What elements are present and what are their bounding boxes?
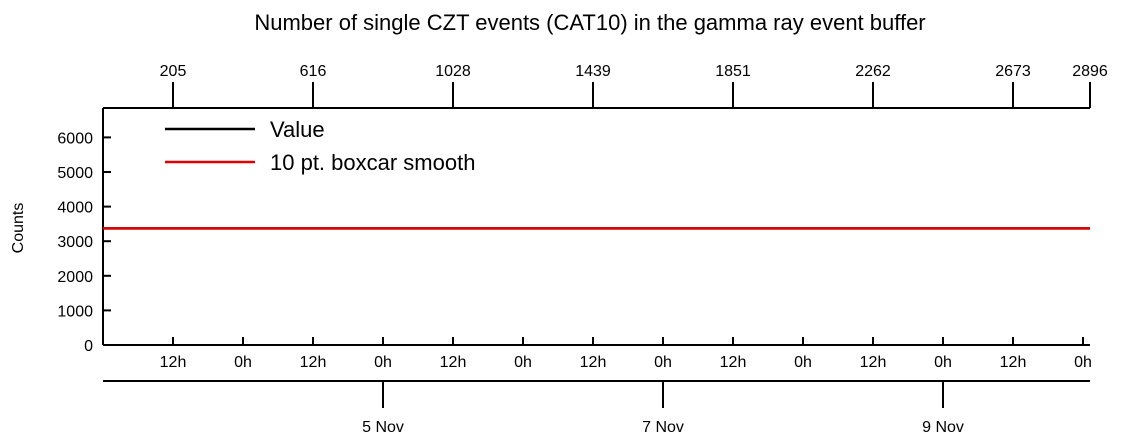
y-axis-label: Counts [10, 203, 27, 254]
x-tick-label: 0h [514, 354, 532, 371]
x-tick-label: 0h [234, 354, 252, 371]
y-tick-label: 4000 [57, 200, 93, 217]
x-tick-label: 0h [374, 354, 392, 371]
top-tick-label: 2896 [1072, 63, 1108, 80]
y-tick-label: 5000 [57, 165, 93, 182]
date-tick-label: 9 Nov [922, 419, 964, 436]
y-tick-label: 6000 [57, 130, 93, 147]
y-tick-label: 1000 [57, 303, 93, 320]
y-tick-label: 2000 [57, 269, 93, 286]
x-tick-label: 12h [300, 354, 327, 371]
y-tick-label: 0 [84, 338, 93, 355]
top-tick-label: 1028 [435, 63, 471, 80]
x-tick-label: 0h [1074, 354, 1092, 371]
x-tick-label: 12h [860, 354, 887, 371]
top-tick-label: 2262 [855, 63, 891, 80]
top-tick-label: 616 [300, 63, 327, 80]
x-tick-label: 12h [720, 354, 747, 371]
x-tick-label: 12h [160, 354, 187, 371]
x-tick-label: 12h [1000, 354, 1027, 371]
x-tick-label: 0h [794, 354, 812, 371]
x-tick-label: 0h [654, 354, 672, 371]
top-tick-label: 205 [160, 63, 187, 80]
date-tick-label: 7 Nov [642, 419, 684, 436]
date-tick-label: 5 Nov [362, 419, 404, 436]
legend-label: 10 pt. boxcar smooth [270, 150, 475, 175]
x-tick-label: 12h [580, 354, 607, 371]
top-tick-label: 1851 [715, 63, 751, 80]
x-tick-label: 12h [440, 354, 467, 371]
top-tick-label: 1439 [575, 63, 611, 80]
y-tick-label: 3000 [57, 234, 93, 251]
top-tick-label: 2673 [995, 63, 1031, 80]
legend-label: Value [270, 117, 325, 142]
chart-title: Number of single CZT events (CAT10) in t… [254, 10, 925, 35]
x-tick-label: 0h [934, 354, 952, 371]
